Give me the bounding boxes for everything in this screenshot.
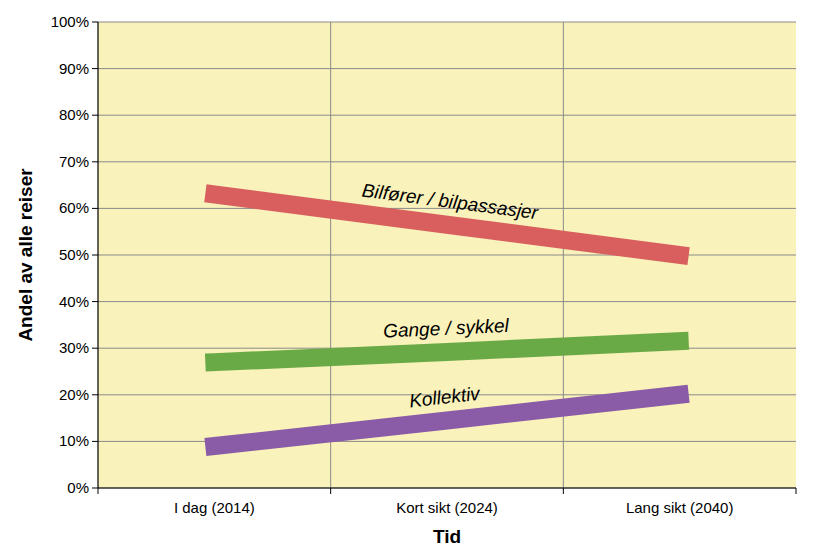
y-tick xyxy=(92,161,98,162)
y-tick xyxy=(92,208,98,209)
chart-svg: 0% 10% 20% 30% 40% 50% 60% 70% 80% 90% 100% I dag (… xyxy=(0,0,826,556)
x-tick-label: Lang sikt (2040) xyxy=(626,499,734,516)
x-tick xyxy=(330,488,331,494)
grid-line xyxy=(98,161,796,162)
y-tick xyxy=(92,394,98,395)
y-tick xyxy=(92,441,98,442)
x-axis xyxy=(98,487,796,488)
y-tick-label: 60% xyxy=(59,199,89,216)
plot-background xyxy=(98,22,796,488)
y-tick xyxy=(92,488,98,489)
grid-line xyxy=(98,22,796,23)
y-tick xyxy=(92,348,98,349)
y-axis xyxy=(97,22,98,488)
x-tick-label: Kort sikt (2024) xyxy=(396,499,498,516)
y-tick-label: 10% xyxy=(59,432,89,449)
y-tick xyxy=(92,301,98,302)
y-tick xyxy=(92,68,98,69)
y-tick-label: 0% xyxy=(67,479,89,496)
grid-line xyxy=(98,301,796,302)
y-tick-label: 80% xyxy=(59,106,89,123)
series-labels: Bilfører / bilpassasjer Gange / sykkel Kol… xyxy=(361,180,540,412)
y-tick xyxy=(92,255,98,256)
series-label: Kollektiv xyxy=(408,383,482,412)
grid-line xyxy=(98,115,796,116)
y-tick xyxy=(92,22,98,23)
x-axis-title: Tid xyxy=(433,526,461,547)
series-group xyxy=(214,194,679,446)
series-line xyxy=(214,341,679,362)
y-tick-label: 50% xyxy=(59,246,89,263)
grid-line xyxy=(98,255,796,256)
y-tick-label: 90% xyxy=(59,60,89,77)
series-label: Gange / sykkel xyxy=(383,315,510,342)
y-tick-label: 40% xyxy=(59,293,89,310)
x-tick xyxy=(796,488,797,494)
y-tick-label: 100% xyxy=(51,13,89,30)
series-label: Bilfører / bilpassasjer xyxy=(361,180,540,224)
chart-container: 0% 10% 20% 30% 40% 50% 60% 70% 80% 90% 100% I dag (… xyxy=(0,0,826,556)
y-tick-label: 30% xyxy=(59,339,89,356)
y-axis-title: Andel av alle reiser xyxy=(15,168,36,342)
grid-line xyxy=(98,441,796,442)
x-tick xyxy=(563,488,564,494)
grid-line xyxy=(98,68,796,69)
x-tick-label: I dag (2014) xyxy=(174,499,255,516)
y-tick-label: 70% xyxy=(59,153,89,170)
x-tick xyxy=(98,488,99,494)
grid-line xyxy=(98,488,796,489)
y-tick-label: 20% xyxy=(59,386,89,403)
y-tick xyxy=(92,115,98,116)
